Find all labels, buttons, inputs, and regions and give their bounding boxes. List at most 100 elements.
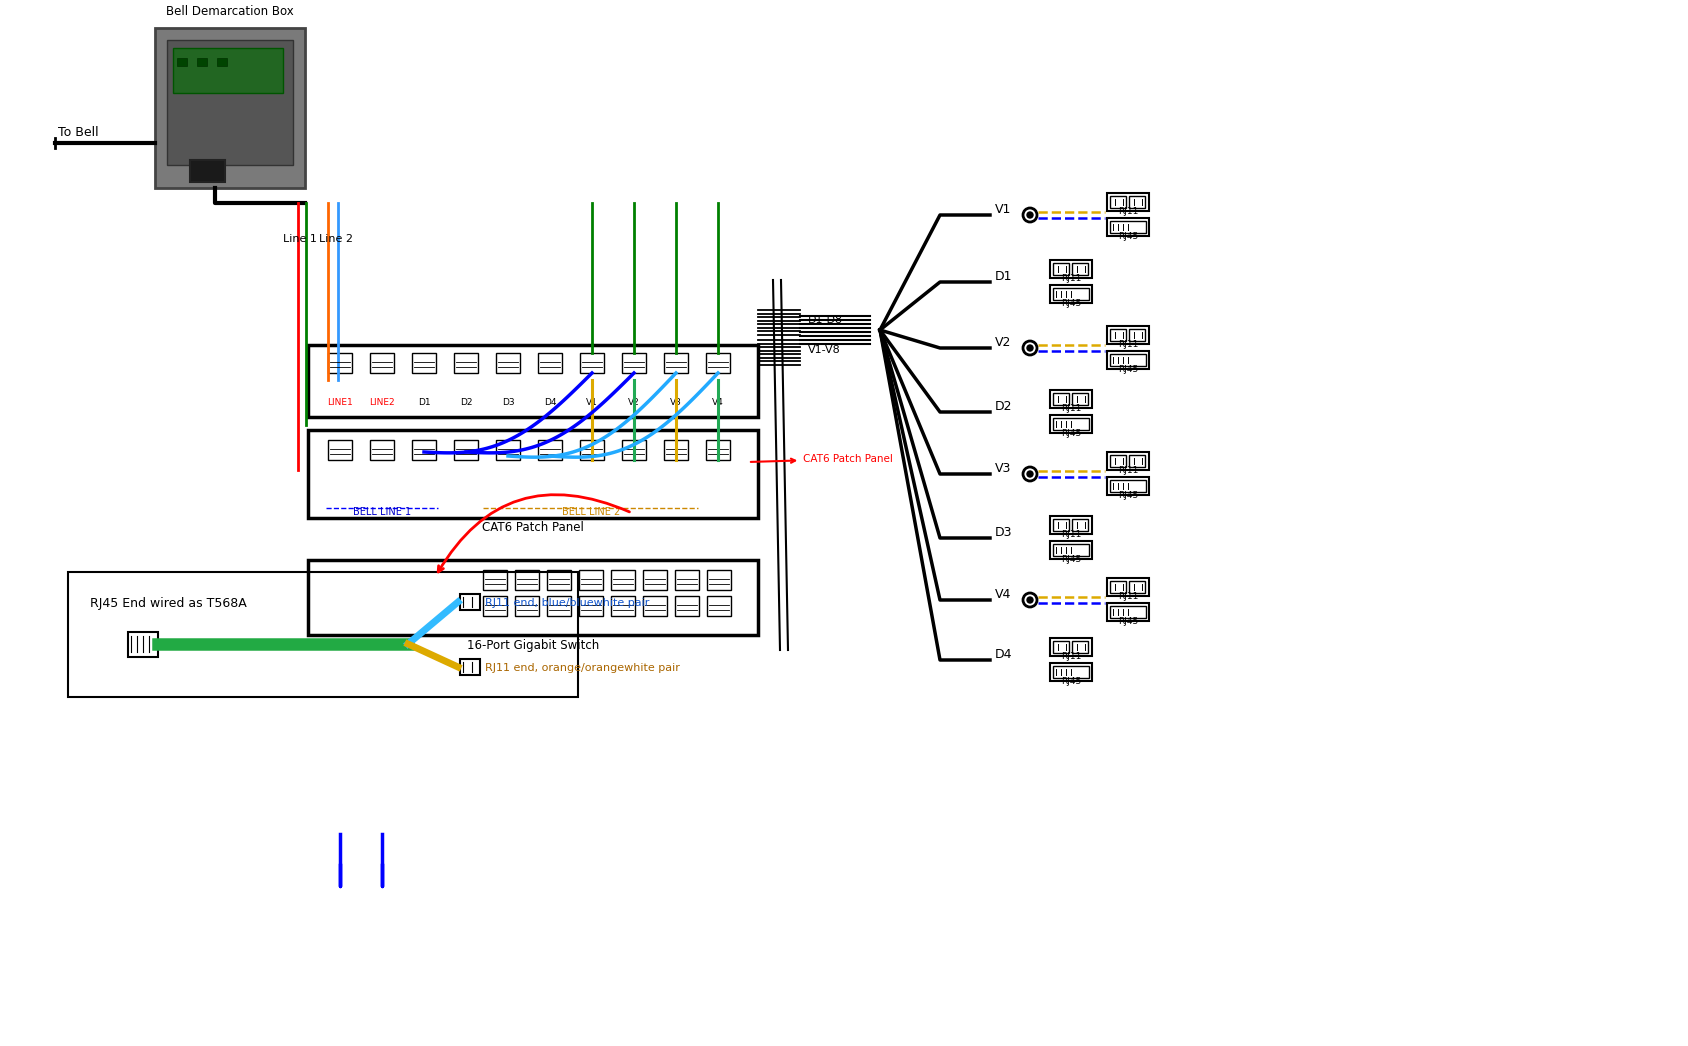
Bar xyxy=(218,58,226,66)
Circle shape xyxy=(1026,345,1033,351)
Bar xyxy=(1050,415,1092,433)
Bar xyxy=(1050,541,1092,559)
Bar xyxy=(1050,260,1092,278)
Text: BELL LINE 1: BELL LINE 1 xyxy=(353,507,412,517)
Text: D3: D3 xyxy=(994,526,1013,539)
Bar xyxy=(128,632,159,657)
Text: RJ11: RJ11 xyxy=(1117,207,1138,217)
Bar xyxy=(643,596,667,616)
Text: RJ11: RJ11 xyxy=(1117,340,1138,349)
Bar xyxy=(1053,666,1089,678)
Bar xyxy=(167,40,294,165)
Text: D4: D4 xyxy=(994,649,1013,661)
Text: D1-D8: D1-D8 xyxy=(809,315,842,325)
Bar xyxy=(1107,578,1150,596)
Text: RJ11: RJ11 xyxy=(1060,274,1082,283)
Bar xyxy=(1072,519,1089,531)
Bar xyxy=(1050,390,1092,408)
Bar xyxy=(621,440,647,460)
Bar xyxy=(1111,354,1146,366)
Bar xyxy=(1129,581,1144,593)
Bar xyxy=(1111,606,1146,618)
Bar xyxy=(1072,393,1089,405)
Text: V3: V3 xyxy=(670,397,682,407)
Bar xyxy=(611,570,635,590)
Bar xyxy=(412,353,436,373)
Bar xyxy=(1053,519,1069,531)
Bar xyxy=(581,353,604,373)
Bar xyxy=(1111,196,1126,208)
Bar xyxy=(1111,480,1146,492)
Bar xyxy=(370,440,393,460)
Text: V1: V1 xyxy=(586,397,598,407)
Bar xyxy=(1107,351,1150,369)
Bar xyxy=(538,440,562,460)
Bar xyxy=(1050,663,1092,681)
Bar xyxy=(611,596,635,616)
Bar xyxy=(461,659,479,675)
Text: RJ45 End wired as T568A: RJ45 End wired as T568A xyxy=(89,597,246,610)
Bar xyxy=(1053,641,1069,653)
Bar xyxy=(663,440,689,460)
Bar xyxy=(1111,329,1126,341)
Bar xyxy=(191,160,225,182)
Bar xyxy=(1107,602,1150,621)
Bar xyxy=(643,570,667,590)
Bar xyxy=(1050,516,1092,535)
Bar xyxy=(483,570,506,590)
Bar xyxy=(461,594,479,610)
Text: V1: V1 xyxy=(994,203,1011,217)
Bar xyxy=(707,570,731,590)
Bar xyxy=(547,570,571,590)
Text: D4: D4 xyxy=(544,397,557,407)
Bar xyxy=(1107,452,1150,470)
Bar xyxy=(327,353,353,373)
Text: V3: V3 xyxy=(994,462,1011,475)
Bar xyxy=(1107,194,1150,211)
Text: Line 2: Line 2 xyxy=(319,234,353,244)
Text: CAT6 Patch Panel: CAT6 Patch Panel xyxy=(483,521,584,535)
Circle shape xyxy=(1026,597,1033,602)
Bar xyxy=(496,353,520,373)
Text: RJ11: RJ11 xyxy=(1060,404,1082,413)
Text: RJ45: RJ45 xyxy=(1117,491,1138,500)
Bar xyxy=(307,345,758,417)
Bar xyxy=(155,28,306,188)
Bar xyxy=(1111,455,1126,467)
Bar xyxy=(496,440,520,460)
Bar xyxy=(579,596,603,616)
Text: RJ45: RJ45 xyxy=(1117,617,1138,626)
Bar xyxy=(515,570,538,590)
Bar xyxy=(1053,418,1089,430)
Bar xyxy=(307,560,758,635)
Bar xyxy=(1050,638,1092,656)
Text: RJ45: RJ45 xyxy=(1117,365,1138,374)
Bar xyxy=(547,596,571,616)
Text: D1: D1 xyxy=(417,397,430,407)
Text: To Bell: To Bell xyxy=(57,127,98,139)
Bar xyxy=(1107,218,1150,236)
Circle shape xyxy=(1026,471,1033,477)
Bar xyxy=(1107,326,1150,344)
Text: RJ11 end, orange/orangewhite pair: RJ11 end, orange/orangewhite pair xyxy=(484,663,680,673)
Text: V4: V4 xyxy=(994,588,1011,601)
Bar xyxy=(68,572,577,697)
Bar xyxy=(1129,196,1144,208)
Text: RJ45: RJ45 xyxy=(1060,677,1080,686)
Bar xyxy=(581,440,604,460)
Bar xyxy=(706,440,729,460)
Text: RJ11: RJ11 xyxy=(1060,530,1082,539)
Bar xyxy=(1072,641,1089,653)
Text: D3: D3 xyxy=(501,397,515,407)
Text: V2: V2 xyxy=(628,397,640,407)
Text: D2: D2 xyxy=(994,400,1013,413)
Text: RJ11 end, blue/bluewhite pair: RJ11 end, blue/bluewhite pair xyxy=(484,598,650,608)
Bar xyxy=(1053,288,1089,300)
Bar xyxy=(538,353,562,373)
Text: RJ45: RJ45 xyxy=(1060,555,1080,564)
Bar xyxy=(1053,263,1069,275)
Text: CAT6 Patch Panel: CAT6 Patch Panel xyxy=(751,454,893,464)
Text: RJ11: RJ11 xyxy=(1117,467,1138,475)
Circle shape xyxy=(1026,212,1033,218)
Text: RJ45: RJ45 xyxy=(1060,429,1080,438)
